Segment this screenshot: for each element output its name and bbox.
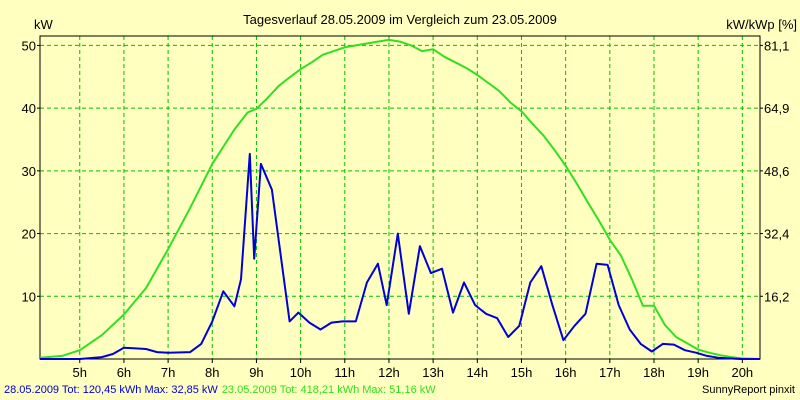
series-group: [39, 38, 761, 360]
left-axis-label: kW: [34, 17, 54, 32]
x-tick-label: 17h: [599, 365, 621, 380]
y-tick-label-left: 50: [22, 38, 36, 53]
y-tick-label-right: 48,6: [764, 164, 789, 179]
y-tick-label-left: 20: [22, 227, 36, 242]
tick-labels: 5h 6h 7h 8h 9h 10h 11h 12h 13h 14h 15h 16h 17h 18h 19h…: [22, 38, 790, 380]
y-tick-label-left: 10: [22, 289, 36, 304]
x-tick-label: 5h: [73, 365, 87, 380]
right-axis-label: kW/kWp [%]: [726, 17, 797, 32]
footer-credit: SunnyReport pinxit: [702, 384, 795, 396]
x-tick-label: 11h: [334, 365, 355, 380]
x-tick-label: 18h: [643, 365, 665, 380]
series-line-28.05.2009: [40, 152, 760, 360]
y-tick-label-right: 32,4: [764, 227, 789, 242]
x-tick-label: 10h: [290, 365, 312, 380]
chart-title: Tagesverlauf 28.05.2009 im Vergleich zum…: [243, 12, 557, 27]
x-tick-label: 6h: [117, 365, 131, 380]
x-tick-label: 19h: [687, 365, 709, 380]
y-tick-label-right: 81,1: [764, 38, 789, 53]
x-tick-label: 15h: [511, 365, 533, 380]
footer-summary: 28.05.2009 Tot: 120,45 kWh Max: 32,85 kW…: [4, 384, 436, 396]
x-tick-label: 20h: [731, 365, 753, 380]
y-tick-label-right: 64,9: [764, 101, 789, 116]
y-tick-label-left: 40: [22, 101, 36, 116]
x-tick-label: 16h: [555, 365, 577, 380]
x-tick-label: 8h: [205, 365, 219, 380]
grid: [40, 36, 760, 359]
x-tick-label: 7h: [161, 365, 175, 380]
y-tick-label-left: 30: [22, 164, 36, 179]
x-tick-label: 14h: [466, 365, 488, 380]
x-tick-label: 9h: [249, 365, 263, 380]
plot-frame: [39, 35, 761, 360]
y-tick-label-right: 16,2: [764, 289, 789, 304]
footer-series1: 28.05.2009 Tot: 120,45 kWh Max: 32,85 kW: [4, 384, 218, 396]
series-line-23.05.2009: [39, 38, 761, 360]
x-tick-label: 12h: [378, 365, 400, 380]
x-tick-label: 13h: [422, 365, 444, 380]
footer-series2: 23.05.2009 Tot: 418,21 kWh Max: 51,16 kW: [222, 384, 436, 396]
